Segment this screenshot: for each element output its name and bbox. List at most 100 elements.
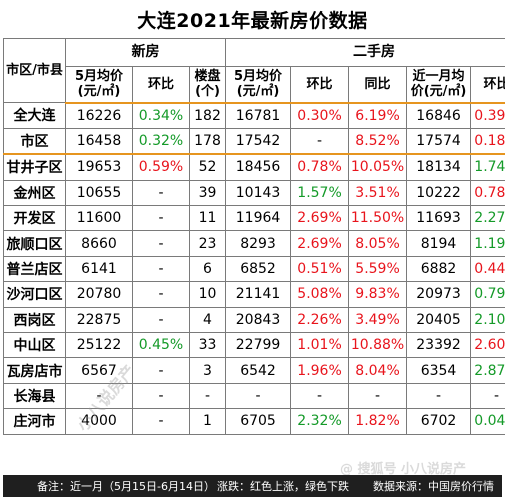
cell-recent-price: 16846	[406, 102, 472, 129]
cell-recent-mom: 0.44%	[470, 255, 505, 283]
cell-new-mom: -	[132, 281, 190, 308]
cell-new-mom: -	[132, 255, 190, 283]
cell-new-mom: 0.45%	[132, 332, 190, 359]
header-recent-mom: 环比	[470, 66, 505, 104]
cell-second-mom: -	[290, 382, 350, 410]
cell-second-yoy: 8.05%	[348, 230, 408, 257]
cell-new-price: 25122	[65, 332, 133, 359]
cell-second-mom: 2.69%	[290, 205, 350, 232]
cell-new-mom: -	[132, 306, 190, 334]
cell-second-mom: 5.08%	[290, 281, 350, 308]
cell-second-price: 11964	[225, 205, 292, 232]
cell-new-mom: -	[132, 357, 190, 384]
table-row: 全大连 16226 0.34% 182 16781 0.30% 6.19% 16846 0.39…	[3, 102, 505, 129]
cell-district-name: 旅顺口区	[3, 230, 66, 257]
cell-recent-mom: 0.18%	[470, 127, 505, 156]
cell-new-projects: 182	[188, 102, 227, 129]
cell-second-mom: 0.30%	[290, 102, 350, 129]
cell-second-yoy: 5.59%	[348, 255, 408, 283]
cell-new-price: 16458	[65, 127, 133, 156]
header-second-yoy: 同比	[348, 66, 408, 104]
cell-second-mom: -	[290, 127, 350, 156]
header-second-price: 5月均价(元/㎡)	[225, 66, 292, 104]
cell-new-projects: -	[188, 382, 227, 410]
cell-second-mom: 2.69%	[290, 230, 350, 257]
cell-second-mom: 2.26%	[290, 306, 350, 334]
cell-second-yoy: 9.83%	[348, 281, 408, 308]
cell-new-price: 10655	[65, 179, 133, 207]
cell-recent-price: 6882	[406, 255, 472, 283]
cell-second-price: 18456	[225, 153, 292, 181]
cell-recent-mom: 2.10%	[470, 306, 505, 334]
cell-recent-price: 11693	[406, 205, 472, 232]
footer-legend: 涨跌：红色上涨，绿色下跌	[217, 480, 349, 493]
cell-second-yoy: -	[348, 382, 408, 410]
cell-new-price: 20780	[65, 281, 133, 308]
cell-second-price: 6542	[225, 357, 292, 384]
cell-new-price: 4000	[65, 408, 133, 435]
cell-recent-mom: 2.60%	[470, 332, 505, 359]
cell-second-mom: 1.57%	[290, 179, 350, 207]
cell-second-price: 6852	[225, 255, 292, 283]
cell-recent-mom: 2.27%	[470, 205, 505, 232]
cell-new-price: -	[65, 382, 133, 410]
header-new-price: 5月均价(元/㎡)	[65, 66, 133, 104]
cell-recent-price: 10222	[406, 179, 472, 207]
cell-second-yoy: 3.49%	[348, 306, 408, 334]
footer-note-bar: 备注：近一月（5月15日-6月14日） 涨跌：红色上涨，绿色下跌 数据来源：中国…	[3, 475, 502, 497]
cell-second-price: 6705	[225, 408, 292, 435]
cell-second-yoy: 1.82%	[348, 408, 408, 435]
cell-district-name: 开发区	[3, 205, 66, 232]
cell-recent-mom: 0.39%	[470, 102, 505, 129]
cell-district-name: 瓦房店市	[3, 357, 66, 384]
cell-second-price: 20843	[225, 306, 292, 334]
cell-second-mom: 1.96%	[290, 357, 350, 384]
cell-second-yoy: 10.05%	[348, 153, 408, 181]
cell-second-mom: 2.32%	[290, 408, 350, 435]
header-new-mom: 环比	[132, 66, 190, 104]
cell-second-price: -	[225, 382, 292, 410]
cell-new-projects: 178	[188, 127, 227, 156]
cell-district-name: 长海县	[3, 382, 66, 410]
header-second-hand: 二手房	[225, 38, 505, 67]
price-table: 市区/市县 新房 二手房 5月均价(元/㎡) 环比 楼盘(个) 5月均价(元/㎡…	[3, 38, 505, 435]
header-second-mom: 环比	[290, 66, 350, 104]
cell-recent-price: 20405	[406, 306, 472, 334]
footer-note: 备注：近一月（5月15日-6月14日）	[37, 480, 215, 493]
cell-second-mom: 0.78%	[290, 153, 350, 181]
cell-recent-mom: 2.87%	[470, 357, 505, 384]
cell-recent-price: 8194	[406, 230, 472, 257]
cell-second-price: 22799	[225, 332, 292, 359]
header-district: 市区/市县	[3, 38, 66, 103]
cell-recent-price: 23392	[406, 332, 472, 359]
cell-recent-mom: 0.04%	[470, 408, 505, 435]
cell-new-mom: 0.59%	[132, 153, 190, 181]
table-row: 甘井子区 19653 0.59% 52 18456 0.78% 10.05% 18134 1.7…	[3, 153, 505, 181]
cell-district-name: 西岗区	[3, 306, 66, 334]
cell-recent-mom: 0.78%	[470, 179, 505, 207]
cell-new-price: 11600	[65, 205, 133, 232]
cell-recent-mom: 1.19%	[470, 230, 505, 257]
cell-second-price: 16781	[225, 102, 292, 129]
cell-new-mom: -	[132, 205, 190, 232]
cell-new-price: 8660	[65, 230, 133, 257]
cell-new-projects: 1	[188, 408, 227, 435]
cell-new-mom: -	[132, 230, 190, 257]
cell-new-projects: 52	[188, 153, 227, 181]
cell-second-yoy: 11.50%	[348, 205, 408, 232]
cell-second-price: 10143	[225, 179, 292, 207]
cell-new-projects: 33	[188, 332, 227, 359]
cell-recent-mom: -	[470, 382, 505, 410]
cell-new-projects: 39	[188, 179, 227, 207]
cell-new-projects: 10	[188, 281, 227, 308]
cell-second-yoy: 3.51%	[348, 179, 408, 207]
cell-new-mom: -	[132, 179, 190, 207]
cell-new-projects: 6	[188, 255, 227, 283]
